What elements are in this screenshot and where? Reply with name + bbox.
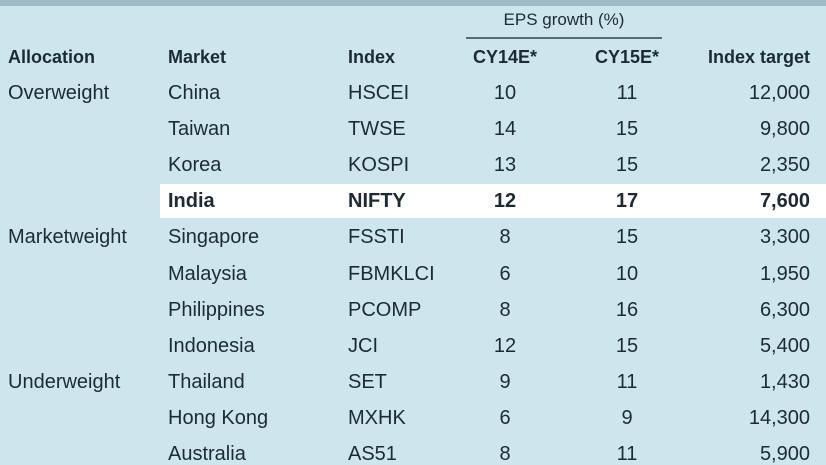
target-cell: 3,300: [759, 226, 810, 249]
highlight-row: [160, 184, 826, 219]
column-header: Index: [348, 47, 396, 67]
cy15-cell: 11: [616, 443, 638, 465]
column-header: CY14E*: [472, 47, 538, 67]
market-cell: India: [168, 190, 215, 213]
cy15-cell: 15: [615, 334, 639, 357]
cy15-cell: 9: [621, 406, 633, 429]
cy14-cell: 12: [493, 334, 517, 357]
cy14-cell: 8: [499, 443, 511, 465]
index-cell: JCI: [348, 334, 378, 357]
cy14-cell: 9: [499, 370, 511, 393]
cy14-cell: 12: [493, 190, 517, 213]
target-cell: 5,400: [759, 334, 810, 357]
target-cell: 7,600: [759, 190, 810, 213]
index-cell: SET: [348, 370, 387, 393]
market-cell: Indonesia: [168, 334, 255, 357]
cy15-cell: 11: [616, 370, 638, 393]
column-header: CY15E*: [594, 47, 660, 67]
cy15-cell: 10: [615, 262, 639, 285]
market-cell: Philippines: [168, 298, 265, 321]
index-cell: FSSTI: [348, 226, 405, 249]
target-cell: 5,900: [759, 443, 810, 465]
market-cell: Malaysia: [168, 262, 247, 285]
target-cell: 6,300: [759, 298, 810, 321]
index-cell: FBMKLCI: [348, 262, 435, 285]
allocation-label: Marketweight: [8, 226, 127, 249]
index-cell: PCOMP: [348, 298, 422, 321]
column-header: Market: [168, 47, 227, 67]
index-cell: TWSE: [348, 118, 406, 141]
index-cell: AS51: [348, 443, 397, 465]
market-cell: Hong Kong: [168, 406, 269, 429]
group-header: EPS growth (%): [503, 10, 625, 29]
column-header: Allocation: [8, 47, 96, 67]
cy15-cell: 15: [615, 226, 639, 249]
index-cell: KOSPI: [348, 154, 410, 177]
target-cell: 1,430: [759, 370, 810, 393]
cy14-cell: 13: [493, 154, 517, 177]
market-cell: Singapore: [168, 226, 260, 249]
cy14-cell: 6: [499, 406, 511, 429]
market-cell: Taiwan: [168, 118, 231, 141]
cy15-cell: 15: [615, 154, 639, 177]
market-cell: Australia: [168, 443, 246, 465]
cy14-cell: 6: [499, 262, 511, 285]
allocation-label: Overweight: [8, 82, 110, 104]
cy15-cell: 15: [615, 118, 639, 141]
market-cell: Thailand: [168, 370, 245, 393]
index-cell: HSCEI: [348, 82, 410, 104]
market-cell: China: [168, 82, 221, 104]
cy14-cell: 14: [493, 118, 517, 141]
column-header: Index target: [707, 47, 810, 67]
target-cell: 9,800: [759, 118, 810, 141]
cy15-cell: 11: [616, 82, 638, 104]
cy14-cell: 10: [493, 82, 517, 104]
cy14-cell: 8: [499, 226, 511, 249]
index-cell: MXHK: [348, 406, 406, 429]
cy14-cell: 8: [499, 298, 511, 321]
allocation-label: Underweight: [8, 370, 121, 393]
target-cell: 14,300: [748, 406, 810, 429]
target-cell: 12,000: [748, 82, 810, 104]
index-cell: NIFTY: [348, 190, 406, 213]
cy15-cell: 16: [615, 298, 639, 321]
target-cell: 1,950: [759, 262, 810, 285]
cy15-cell: 17: [615, 190, 639, 213]
market-cell: Korea: [168, 154, 222, 177]
cut-off-title: [0, 0, 826, 6]
group-rule: [466, 37, 662, 39]
target-cell: 2,350: [759, 154, 810, 177]
